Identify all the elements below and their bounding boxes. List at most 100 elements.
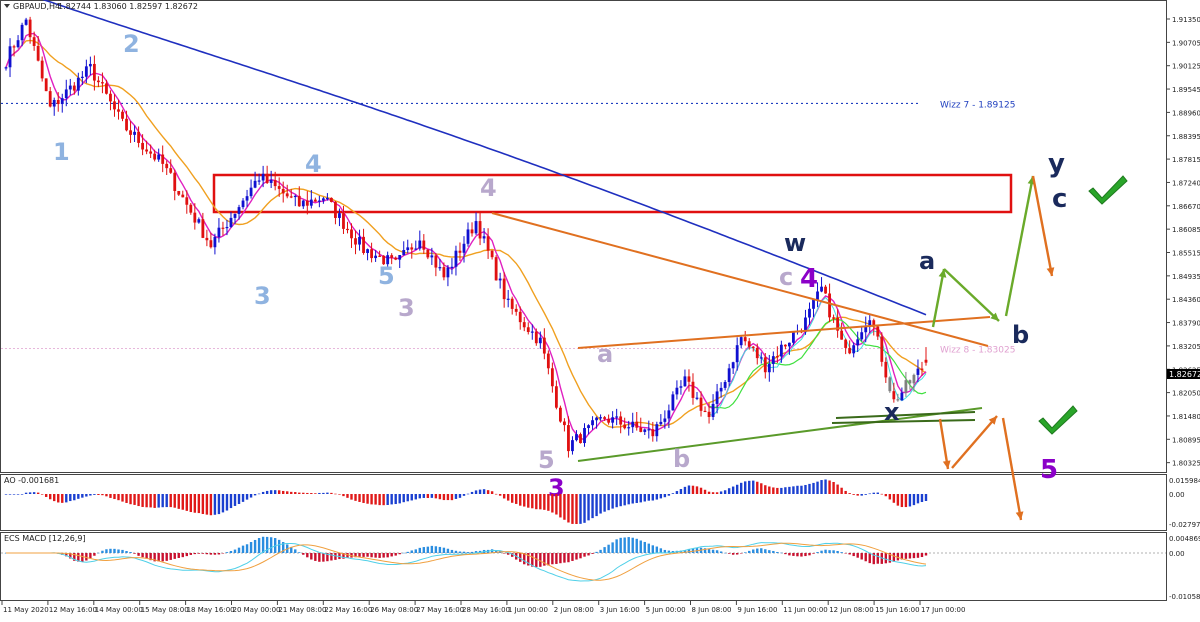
candle-body[interactable] bbox=[775, 356, 779, 358]
candle-body[interactable] bbox=[920, 368, 924, 370]
candle-body[interactable] bbox=[309, 199, 313, 206]
candle-body[interactable] bbox=[583, 428, 586, 444]
candle-body[interactable] bbox=[699, 397, 703, 411]
candle-body[interactable] bbox=[623, 424, 627, 429]
candle-body[interactable] bbox=[8, 46, 12, 68]
candle-body[interactable] bbox=[20, 24, 24, 41]
candle-body[interactable] bbox=[872, 320, 876, 327]
candle-body[interactable] bbox=[767, 363, 771, 373]
candle-body[interactable] bbox=[161, 154, 165, 164]
candle-body[interactable] bbox=[466, 229, 470, 244]
candle-body[interactable] bbox=[563, 421, 566, 426]
candle-body[interactable] bbox=[289, 196, 293, 198]
candle-body[interactable] bbox=[647, 429, 651, 431]
candle-body[interactable] bbox=[587, 425, 590, 429]
candle-body[interactable] bbox=[52, 99, 56, 107]
candle-body[interactable] bbox=[856, 339, 860, 346]
candle-body[interactable] bbox=[864, 325, 868, 333]
candle-body[interactable] bbox=[84, 66, 88, 77]
candle-body[interactable] bbox=[201, 219, 205, 238]
candle-body[interactable] bbox=[679, 386, 683, 388]
candle-body[interactable] bbox=[792, 332, 795, 343]
candle-body[interactable] bbox=[615, 416, 619, 418]
candle-body[interactable] bbox=[382, 255, 386, 265]
candle-body[interactable] bbox=[888, 377, 892, 392]
candle-body[interactable] bbox=[550, 368, 554, 387]
candle-body[interactable] bbox=[695, 397, 699, 399]
candle-body[interactable] bbox=[808, 308, 811, 318]
candle-body[interactable] bbox=[607, 418, 611, 423]
candle-body[interactable] bbox=[253, 180, 257, 188]
candle-body[interactable] bbox=[113, 101, 116, 110]
candle-body[interactable] bbox=[293, 195, 297, 198]
candle-body[interactable] bbox=[338, 213, 341, 218]
candle-body[interactable] bbox=[892, 391, 896, 400]
candle-body[interactable] bbox=[671, 394, 675, 411]
candle-body[interactable] bbox=[442, 267, 446, 278]
candle-body[interactable] bbox=[542, 337, 546, 354]
candle-body[interactable] bbox=[56, 99, 60, 105]
candle-body[interactable] bbox=[884, 361, 888, 378]
candle-body[interactable] bbox=[229, 217, 233, 227]
candle-body[interactable] bbox=[36, 45, 40, 61]
candle-body[interactable] bbox=[876, 326, 880, 337]
candle-body[interactable] bbox=[546, 353, 550, 369]
candle-body[interactable] bbox=[129, 130, 132, 135]
candle-body[interactable] bbox=[149, 151, 153, 154]
candle-body[interactable] bbox=[342, 213, 345, 229]
candle-body[interactable] bbox=[157, 154, 161, 160]
candle-body[interactable] bbox=[301, 200, 305, 207]
candle-body[interactable] bbox=[321, 198, 325, 201]
candle-body[interactable] bbox=[840, 330, 844, 340]
candle-body[interactable] bbox=[474, 221, 478, 234]
candle-body[interactable] bbox=[635, 421, 639, 428]
candle-body[interactable] bbox=[354, 238, 357, 245]
candle-body[interactable] bbox=[426, 249, 430, 258]
candle-body[interactable] bbox=[273, 180, 277, 187]
candle-body[interactable] bbox=[518, 311, 522, 323]
candle-body[interactable] bbox=[506, 298, 510, 300]
candle-body[interactable] bbox=[430, 255, 434, 258]
candle-body[interactable] bbox=[828, 293, 831, 318]
candle-body[interactable] bbox=[631, 421, 635, 428]
candle-body[interactable] bbox=[325, 197, 329, 200]
candle-body[interactable] bbox=[571, 440, 574, 452]
candle-body[interactable] bbox=[743, 337, 747, 342]
candle-body[interactable] bbox=[402, 250, 406, 256]
candle-body[interactable] bbox=[904, 380, 908, 393]
candle-body[interactable] bbox=[719, 387, 723, 392]
candle-body[interactable] bbox=[12, 46, 16, 48]
candle-body[interactable] bbox=[759, 357, 763, 359]
candle-body[interactable] bbox=[177, 190, 181, 195]
candle-body[interactable] bbox=[145, 149, 149, 152]
candle-body[interactable] bbox=[109, 93, 112, 102]
candle-body[interactable] bbox=[334, 201, 337, 218]
candle-body[interactable] bbox=[462, 243, 466, 253]
candle-body[interactable] bbox=[245, 196, 249, 201]
chart-menu-triangle-icon[interactable] bbox=[4, 4, 10, 8]
candle-body[interactable] bbox=[225, 226, 229, 229]
candle-body[interactable] bbox=[655, 424, 659, 437]
candle-body[interactable] bbox=[554, 386, 558, 408]
candle-body[interactable] bbox=[567, 425, 570, 452]
candle-body[interactable] bbox=[374, 255, 378, 259]
candle-body[interactable] bbox=[643, 429, 647, 432]
candle-body[interactable] bbox=[779, 344, 783, 357]
candle-body[interactable] bbox=[133, 131, 136, 135]
candle-body[interactable] bbox=[277, 186, 281, 189]
candle-body[interactable] bbox=[313, 199, 317, 202]
candle-body[interactable] bbox=[486, 236, 490, 251]
candle-body[interactable] bbox=[297, 195, 301, 207]
candle-body[interactable] bbox=[394, 257, 398, 260]
candle-body[interactable] bbox=[390, 255, 394, 258]
candle-body[interactable] bbox=[362, 236, 365, 253]
candle-body[interactable] bbox=[398, 255, 402, 260]
candle-body[interactable] bbox=[559, 407, 562, 422]
candle-body[interactable] bbox=[153, 153, 157, 160]
candle-body[interactable] bbox=[450, 266, 454, 268]
candle-body[interactable] bbox=[249, 187, 253, 197]
candle-body[interactable] bbox=[125, 118, 128, 131]
candle-body[interactable] bbox=[422, 240, 426, 250]
candle-body[interactable] bbox=[860, 332, 864, 340]
